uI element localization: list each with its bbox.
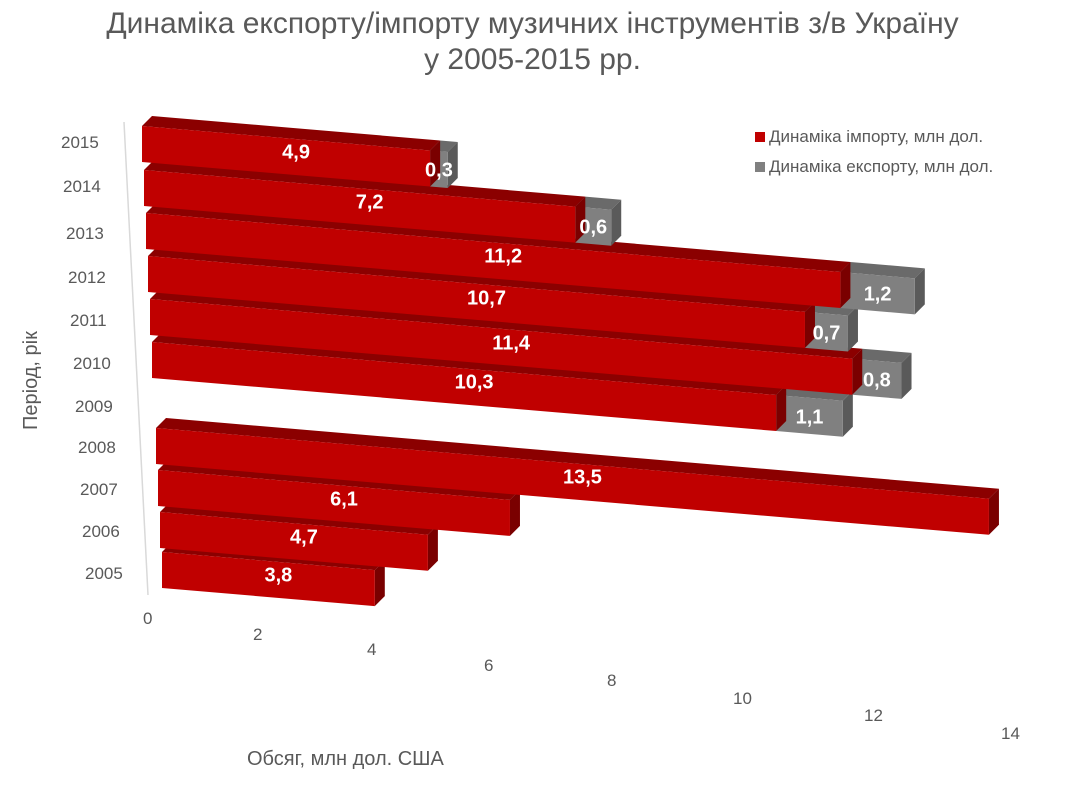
legend: Динаміка імпорту, млн дол. Динаміка експ… [755, 122, 993, 182]
y-axis-title: Період, рік [20, 331, 42, 430]
y-tick-label: 2015 [61, 133, 99, 152]
import-bar-side [427, 524, 438, 571]
import-value-label: 4,7 [290, 526, 318, 549]
export-bar-front [776, 395, 843, 437]
export-value-label: 0,6 [579, 216, 608, 239]
legend-label-import: Динаміка імпорту, млн дол. [769, 127, 984, 146]
import-value-label: 7,2 [355, 191, 384, 214]
import-bar-front [150, 299, 853, 395]
y-tick-label: 2011 [70, 311, 107, 330]
import-bar-front [146, 213, 841, 309]
chart-title: Динаміка експорту/імпорту музичних інстр… [0, 6, 1065, 78]
y-tick-label: 2006 [82, 522, 120, 541]
import-bar-front [142, 126, 431, 187]
y-tick-label: 2008 [78, 438, 116, 457]
chart-title-line2: у 2005-2015 рр. [424, 43, 641, 76]
export-bar-side [914, 268, 925, 315]
export-bar-front [804, 311, 848, 352]
y-tick-label: 2013 [66, 224, 104, 243]
import-bar-side [575, 196, 586, 243]
export-value-label: 1,2 [863, 283, 892, 306]
import-value-label: 4,9 [282, 141, 310, 164]
import-bar-front [148, 256, 805, 348]
import-bar-front [152, 342, 777, 432]
import-bar-front [160, 512, 428, 571]
legend-swatch-export [755, 162, 765, 172]
export-bar-front [852, 358, 902, 399]
legend-item-export: Динаміка експорту, млн дол. [755, 152, 993, 182]
export-value-label: 1,1 [795, 406, 824, 429]
y-tick-label: 2005 [85, 564, 123, 583]
x-axis-title: Обсяг, млн дол. США [247, 748, 444, 770]
export-bar-side [901, 352, 912, 399]
import-bar-side [374, 560, 385, 607]
import-bar-top [142, 116, 441, 151]
import-value-label: 6,1 [330, 488, 358, 511]
y-tick-label: 2014 [63, 177, 101, 196]
y-tick-label: 2009 [75, 397, 113, 416]
x-tick-label: 4 [367, 640, 377, 659]
export-bar-top [840, 262, 925, 279]
import-value-label: 13,5 [563, 466, 602, 489]
import-value-label: 10,3 [454, 371, 494, 394]
x-tick-label: 8 [607, 671, 617, 690]
y-tick-label: 2007 [80, 480, 118, 499]
legend-swatch-import [755, 132, 765, 142]
export-value-label: 0,8 [862, 369, 891, 392]
export-bar-front [840, 272, 915, 315]
export-bar-side [847, 305, 858, 352]
import-bar-side [776, 385, 787, 432]
export-bar-top [575, 196, 622, 210]
export-value-label: 0,3 [425, 159, 453, 182]
import-bar-side [852, 348, 863, 395]
export-bar-side [842, 390, 853, 437]
x-tick-label: 12 [864, 706, 883, 725]
export-bar-side [447, 141, 458, 188]
import-bar-side [430, 140, 441, 187]
y-axis-line [123, 121, 149, 596]
import-bar-front [144, 170, 576, 243]
x-tick-label: 0 [143, 609, 153, 628]
import-bar-side [509, 489, 520, 536]
import-value-label: 3,8 [264, 564, 293, 587]
import-value-label: 11,2 [484, 245, 523, 268]
import-bar-front [156, 428, 989, 535]
export-value-label: 0,7 [812, 322, 841, 345]
import-bar-top [156, 418, 999, 499]
import-bar-front [162, 552, 375, 607]
import-bar-side [804, 301, 815, 348]
legend-item-import: Динаміка імпорту, млн дол. [755, 122, 993, 152]
import-bar-front [158, 470, 510, 536]
x-tick-label: 10 [733, 689, 752, 708]
import-bar-top [144, 160, 586, 207]
export-bar-side [611, 199, 622, 246]
x-tick-label: 2 [253, 625, 263, 644]
x-tick-label: 14 [1001, 724, 1020, 743]
import-bar-side [988, 488, 999, 535]
chart-title-line1: Динаміка експорту/імпорту музичних інстр… [106, 7, 959, 40]
import-value-label: 11,4 [492, 332, 531, 355]
export-bar-top [852, 348, 912, 363]
y-tick-label: 2010 [73, 354, 111, 373]
legend-label-export: Динаміка експорту, млн дол. [769, 157, 994, 176]
import-value-label: 10,7 [467, 287, 506, 310]
x-tick-label: 6 [484, 656, 494, 675]
import-bar-side [840, 262, 851, 309]
y-tick-label: 2012 [68, 268, 106, 287]
